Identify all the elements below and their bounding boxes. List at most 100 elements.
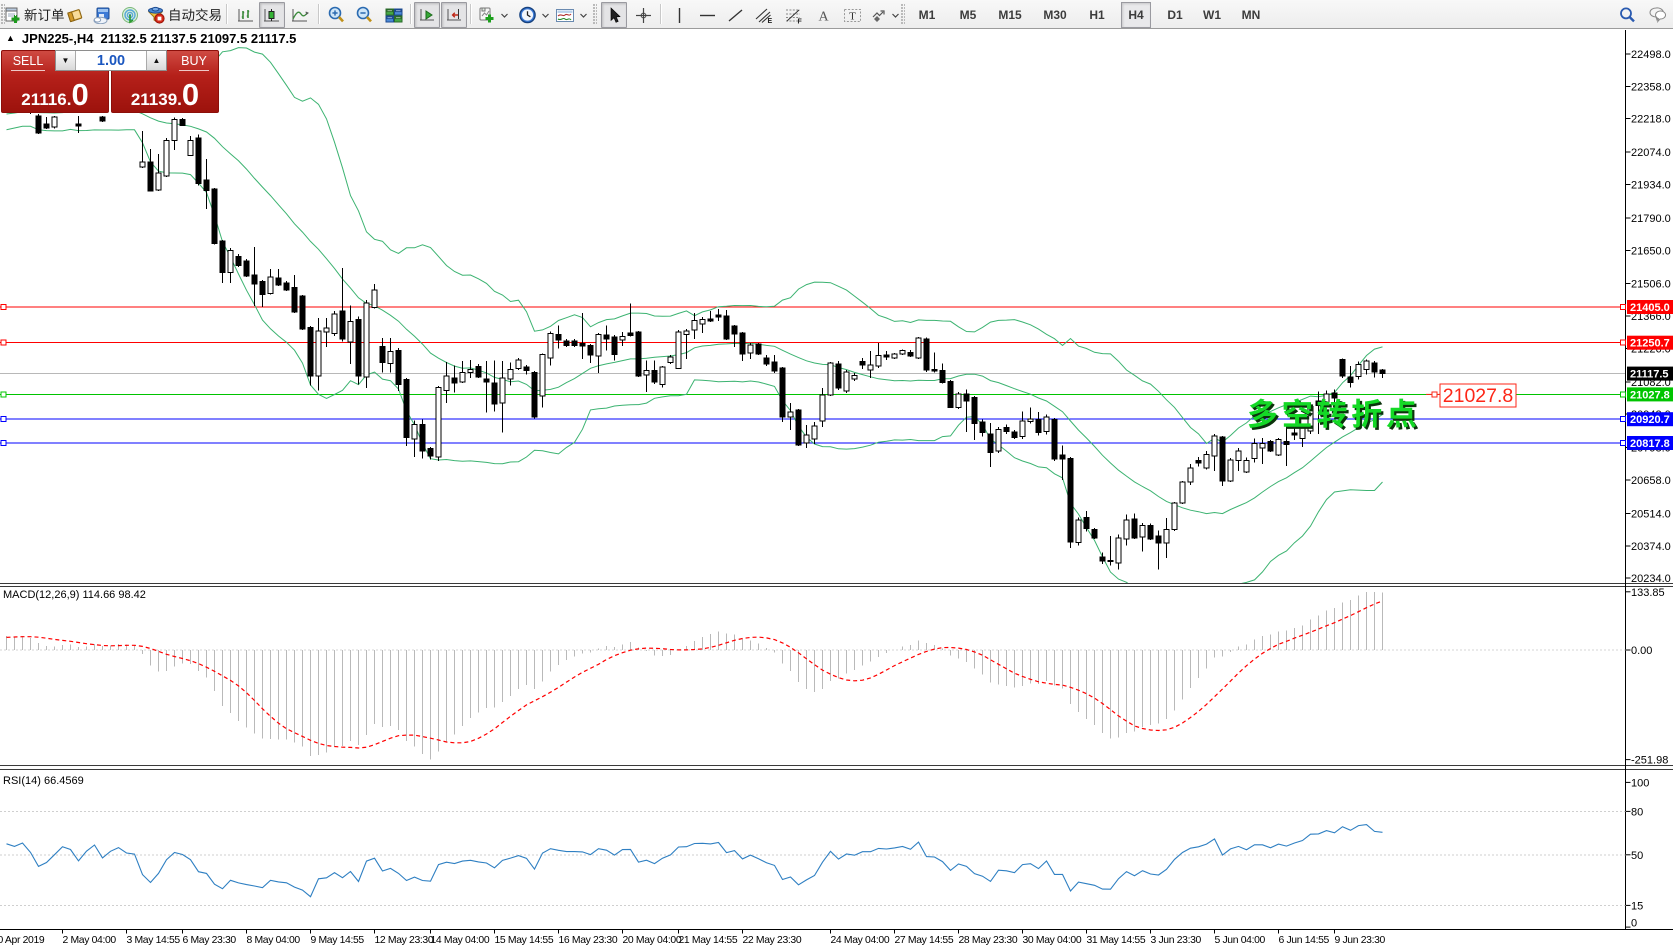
hline-right-handle[interactable] [1620, 304, 1626, 310]
bars-icon [237, 7, 255, 24]
sell-button[interactable]: SELL 21116.0 [1, 50, 109, 113]
horizontal-line-object[interactable] [0, 391, 1626, 398]
toolbar-button-search[interactable] [1614, 2, 1640, 28]
toolbar-grip[interactable] [593, 4, 597, 24]
candle-body [627, 332, 634, 336]
candle-body [875, 355, 882, 367]
time-axis[interactable]: 30 Apr 2019 2 May 04:00 3 May 14:556 May 2… [0, 929, 1386, 947]
macd-scale[interactable]: 133.85 0.00 -251.98 [1625, 587, 1669, 767]
toolbar-button-cursor[interactable] [601, 2, 627, 28]
candle-body [835, 363, 842, 389]
main-chart-panel[interactable] [0, 47, 1626, 604]
candle-body [707, 318, 714, 322]
toolbar-button-chat[interactable] [1642, 2, 1672, 28]
toolbar-button-candles[interactable] [259, 2, 285, 28]
callout-handle[interactable] [1431, 391, 1438, 398]
hline-left-handle[interactable] [0, 304, 7, 310]
new-order-label [24, 7, 65, 23]
hline-left-handle[interactable] [0, 339, 7, 346]
toolbar-button-auto-scroll[interactable] [414, 2, 440, 28]
price-axis[interactable]: 22498.0 22358.0 22218.0 22074.0 21934.0 21790… [1625, 49, 1671, 585]
toolbar-button-autotrading[interactable] [145, 2, 223, 28]
candle-body [195, 137, 202, 184]
hline-left-handle[interactable] [0, 440, 7, 446]
timeframe-button-m1[interactable]: M1 [918, 8, 936, 22]
periods-icon [518, 6, 537, 24]
horizontal-line-object[interactable] [0, 416, 1626, 423]
toolbar-button-zoom-in[interactable] [324, 2, 349, 28]
toolbar-button-templates[interactable] [554, 2, 588, 28]
toolbar-button-text[interactable]: A [811, 2, 835, 28]
toolbar-button-channel[interactable]: E [751, 2, 777, 28]
toolbar-button-indicators[interactable] [476, 2, 509, 28]
toolbar-button-label[interactable]: T [839, 2, 865, 28]
toolbar-button-terminal[interactable] [90, 2, 114, 28]
chart-ohlc-header: ▲ JPN225-,H4 21132.5 21137.5 21097.5 211… [6, 31, 296, 46]
candle-body [899, 349, 906, 355]
time-axis-label: 9 Jun 23:30 [1335, 935, 1386, 946]
toolbar-button-crosshair[interactable] [630, 2, 656, 28]
candle-body [1155, 535, 1162, 544]
horizontal-line-object[interactable] [0, 304, 1626, 310]
time-axis-label: 6 May 23:30 [183, 935, 237, 946]
volume-decrease-button[interactable]: ▼ [56, 51, 76, 70]
toolbar-button-arrows[interactable] [869, 2, 900, 28]
timeframe-button-m15[interactable]: M15 [998, 8, 1022, 22]
candle-body [411, 423, 418, 440]
timeframe-button-m30[interactable]: M30 [1043, 8, 1067, 22]
hline-left-handle[interactable] [0, 391, 7, 398]
toolbar-button-zoom-out[interactable] [352, 2, 377, 28]
toolbar-grip[interactable] [1, 4, 5, 24]
toolbar-button-journal[interactable] [63, 2, 87, 28]
candle-body [867, 364, 874, 371]
timeframe-button-mn[interactable]: MN [1241, 8, 1261, 22]
toolbar-button-periods[interactable] [517, 2, 550, 28]
price-callout[interactable]: 21027.8 [1426, 383, 1517, 408]
time-axis-label: 5 Jun 04:00 [1215, 935, 1266, 946]
rsi-label: RSI(14) 66.4569 [3, 775, 84, 787]
macd-scale-label: 0.00 [1631, 645, 1652, 657]
candle-body [723, 315, 730, 340]
candle-body [235, 255, 242, 266]
toolbar-button-chart-shift[interactable] [441, 2, 467, 28]
candle-body [283, 282, 290, 291]
toolbar-button-trendline[interactable] [723, 2, 747, 28]
candle-body [1363, 360, 1370, 370]
text-icon: A [816, 7, 831, 24]
hline-right-handle[interactable] [1620, 339, 1626, 346]
hline-left-handle[interactable] [0, 416, 7, 423]
timeframe-button-m5[interactable]: M5 [959, 8, 977, 22]
price-tag-label: 21250.7 [1630, 338, 1670, 350]
toolbar-button-tile-windows[interactable] [381, 2, 407, 28]
toolbar-button-hline[interactable] [695, 2, 719, 28]
timeframe-button-h4[interactable]: H4 [1121, 2, 1151, 28]
candle-body [563, 340, 570, 346]
candle-body [227, 250, 234, 273]
volume-input[interactable] [76, 51, 146, 70]
horizontal-line-object[interactable] [0, 339, 1626, 346]
toolbar-button-new-order[interactable] [3, 2, 66, 28]
collapse-triangle-icon[interactable]: ▲ [6, 32, 15, 43]
candle-body [1203, 453, 1210, 469]
hline-right-handle[interactable] [1620, 391, 1626, 398]
annotation-text[interactable] [1248, 398, 1419, 431]
hline-right-handle[interactable] [1620, 416, 1626, 423]
timeframe-button-h1[interactable]: H1 [1089, 8, 1105, 22]
rsi-scale[interactable]: 100 80 50 15 0 [1625, 777, 1650, 930]
toolbar-button-bars[interactable] [233, 2, 259, 28]
candle-body [803, 434, 810, 444]
candle-body [883, 354, 890, 358]
toolbar-button-signals[interactable] [118, 2, 142, 28]
toolbar-button-fibonacci[interactable]: F [781, 2, 807, 28]
toolbar-button-line-chart[interactable] [287, 2, 313, 28]
toolbar-grip[interactable] [901, 4, 905, 24]
toolbar-button-vline[interactable] [667, 2, 691, 28]
price-axis-label: 20514.0 [1631, 508, 1671, 520]
hline-right-handle[interactable] [1620, 440, 1626, 446]
timeframe-button-w1[interactable]: W1 [1203, 8, 1221, 22]
time-axis-label: 27 May 14:55 [895, 935, 954, 946]
templates-icon [555, 7, 575, 24]
timeframe-button-d1[interactable]: D1 [1167, 8, 1183, 22]
volume-increase-button[interactable]: ▲ [146, 51, 166, 70]
